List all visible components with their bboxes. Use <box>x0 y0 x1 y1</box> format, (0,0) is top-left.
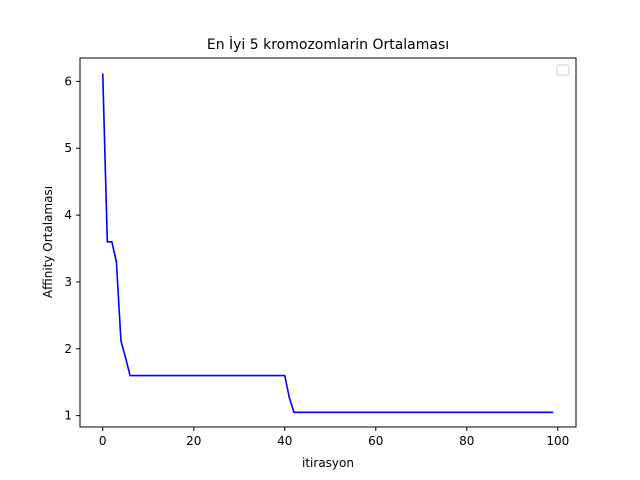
legend-box <box>556 64 570 76</box>
x-axis-label: itirasyon <box>302 456 354 470</box>
series-line <box>101 73 554 414</box>
x-tick-label: 40 <box>277 434 292 448</box>
chart-title: En İyi 5 kromozomlarin Ortalaması <box>207 35 449 53</box>
y-tick-label: 2 <box>64 342 72 356</box>
y-tick-label: 3 <box>64 275 72 289</box>
x-tick-label: 60 <box>368 434 383 448</box>
y-tick-label: 1 <box>64 409 72 423</box>
x-tick-label: 0 <box>99 434 107 448</box>
x-tick-label: 20 <box>186 434 201 448</box>
y-tick-label: 6 <box>64 74 72 88</box>
x-tick-label: 100 <box>546 434 569 448</box>
plot-frame <box>79 57 577 428</box>
y-axis-label: Affinity Ortalaması <box>41 186 55 298</box>
y-tick-label: 5 <box>64 141 72 155</box>
x-tick-label: 80 <box>459 434 474 448</box>
y-tick-label: 4 <box>64 208 72 222</box>
